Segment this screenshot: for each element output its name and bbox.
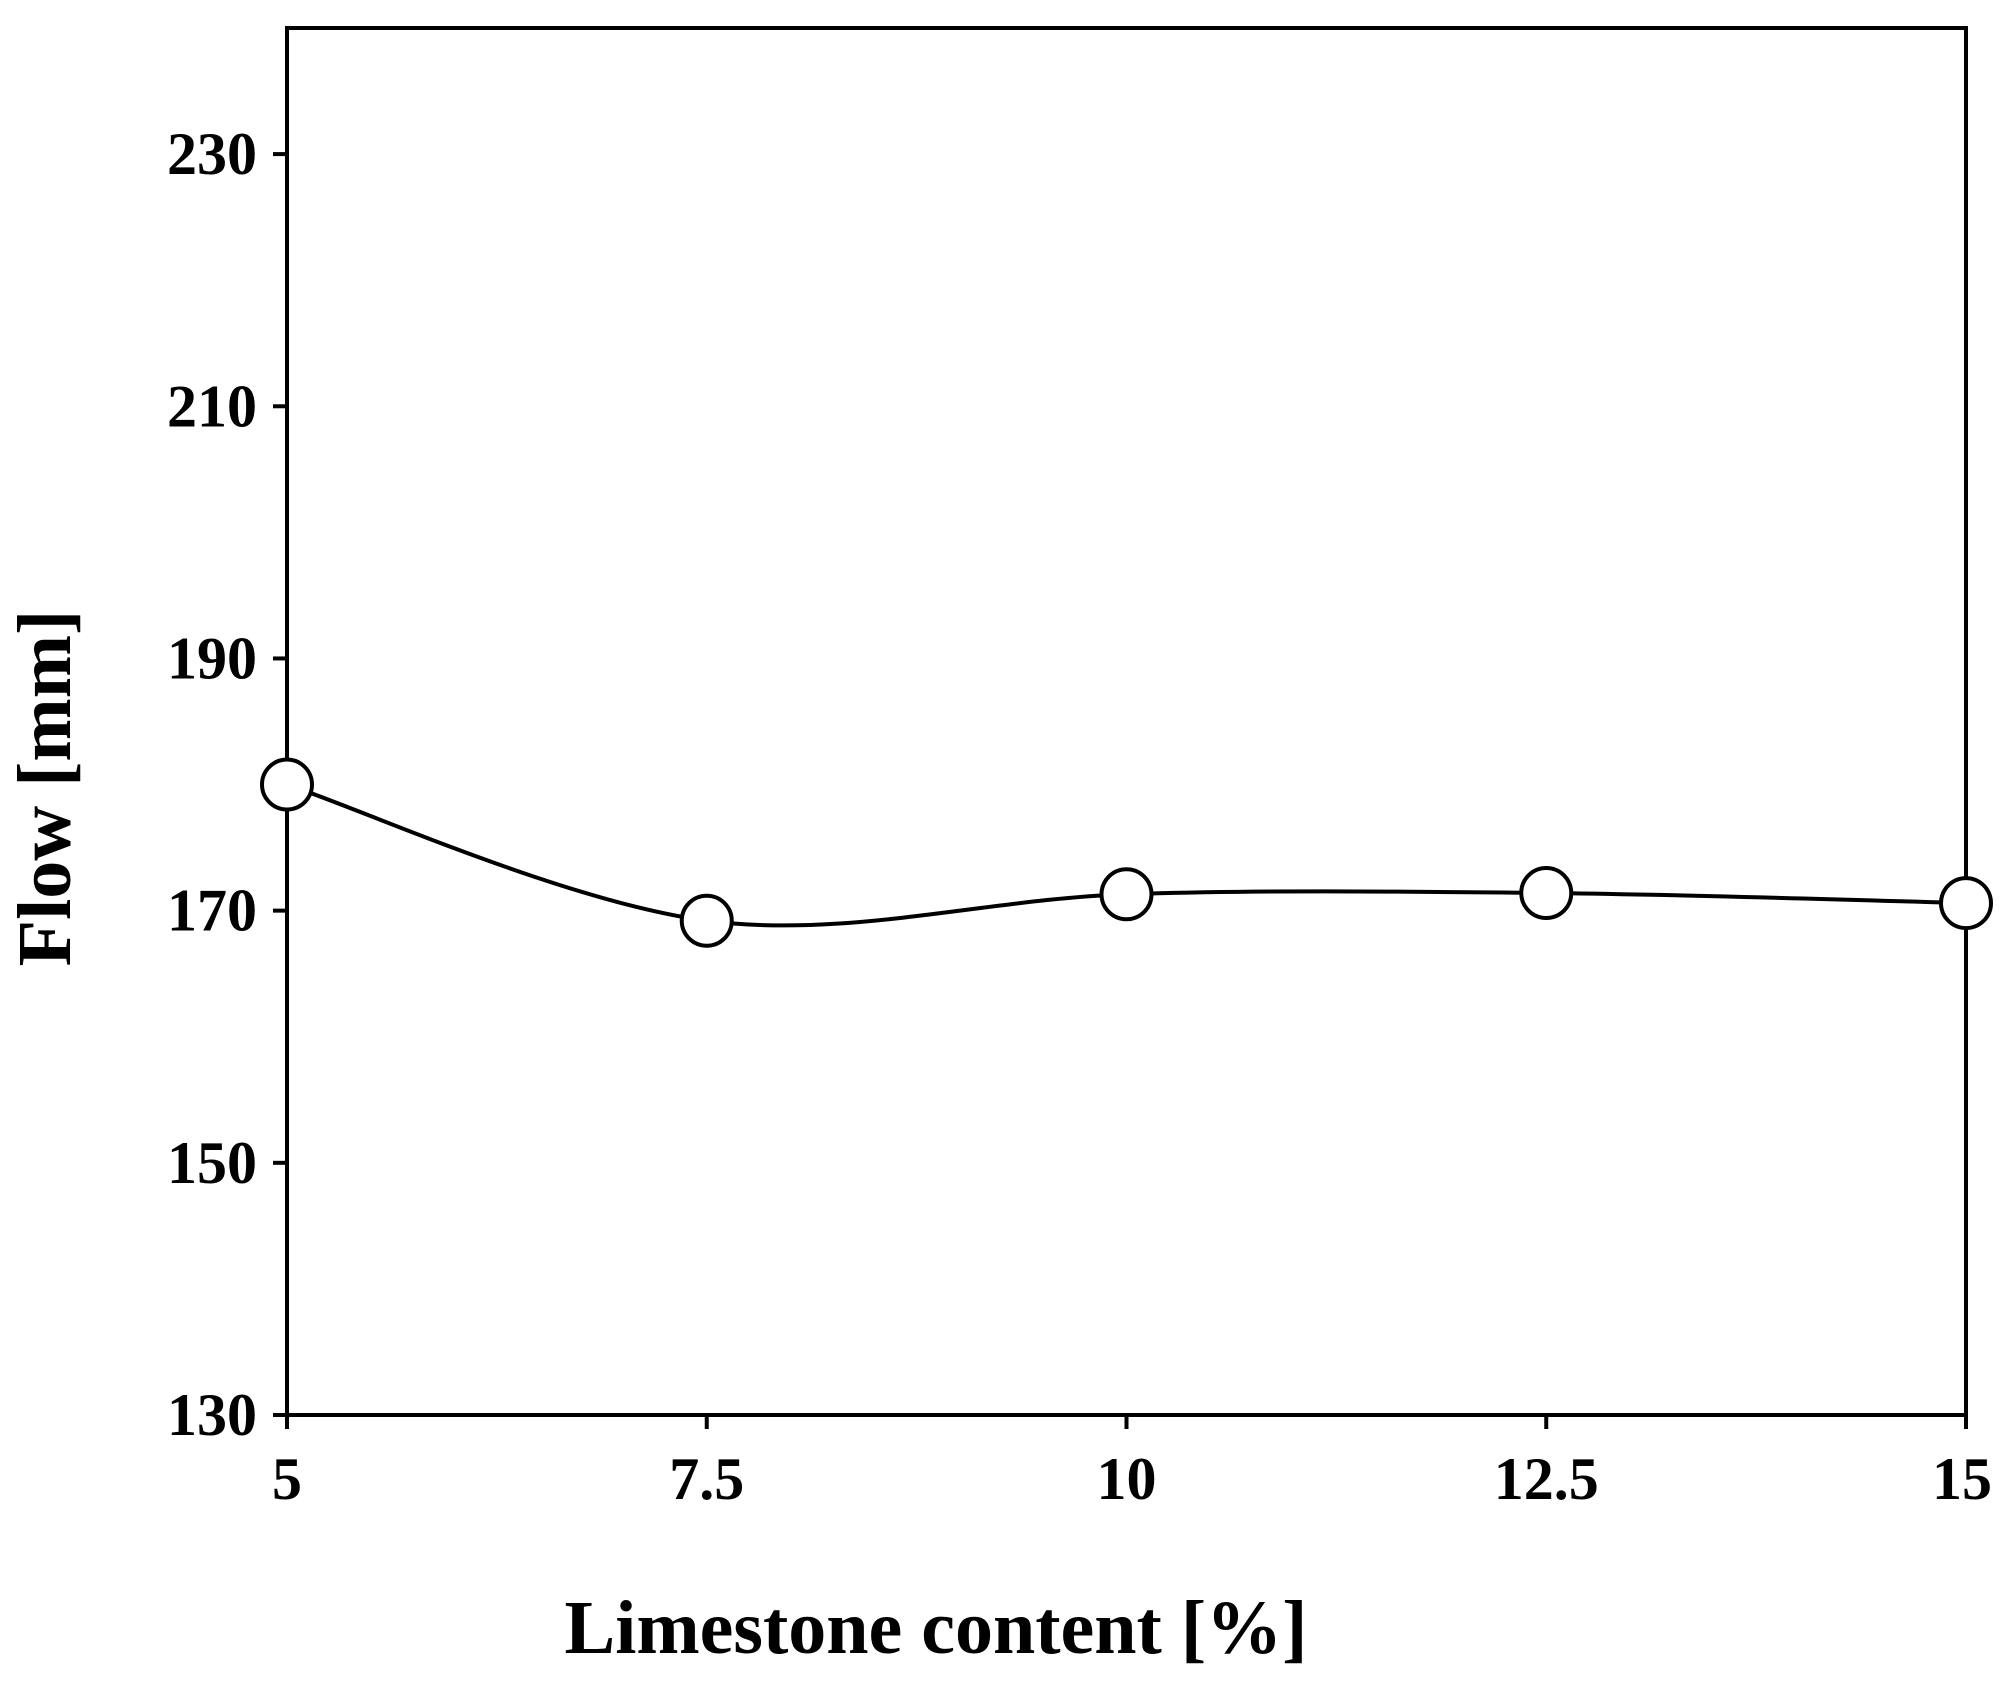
y-tick-label: 150: [167, 1130, 257, 1196]
x-tick-label: 12.5: [1494, 1446, 1599, 1512]
x-axis: 5 7.5 10 12.5 15: [272, 1415, 1992, 1512]
y-tick-label: 210: [167, 373, 257, 439]
y-tick-label: 170: [167, 878, 257, 944]
y-axis-title: Flow [mm]: [3, 610, 87, 967]
data-point: [260, 757, 314, 812]
x-axis-title: Limestone content [%]: [565, 1586, 1308, 1670]
y-tick-label: 230: [167, 121, 257, 187]
y-tick-label: 190: [167, 625, 257, 691]
plot-area: [285, 26, 1968, 1417]
x-tick-label: 7.5: [669, 1446, 744, 1512]
x-tick-label: 15: [1932, 1446, 1992, 1512]
data-point: [1519, 865, 1574, 920]
plot-frame: [285, 26, 1968, 1417]
data-point: [679, 893, 734, 948]
data-point: [1099, 867, 1154, 922]
y-axis: 130 150 170 190 210 230: [167, 121, 287, 1448]
data-point: [1939, 876, 1993, 931]
x-tick-label: 10: [1097, 1446, 1157, 1512]
series-layer: [260, 757, 1993, 948]
x-tick-label: 5: [272, 1446, 302, 1512]
y-tick-label: 130: [167, 1382, 257, 1448]
